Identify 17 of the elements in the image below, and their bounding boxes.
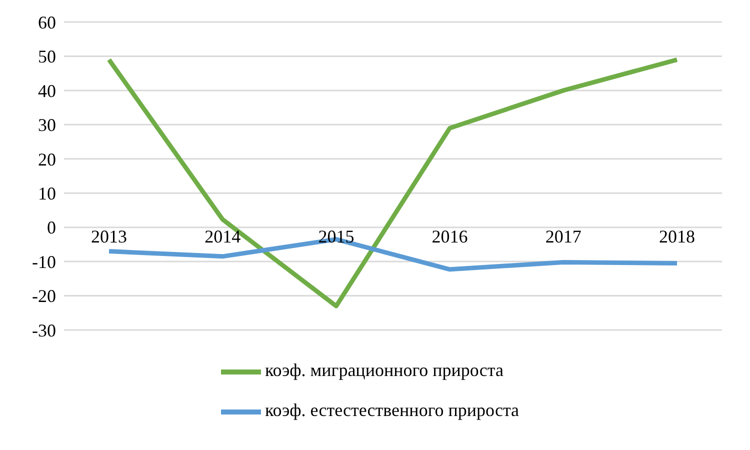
y-tick-label: 40 (38, 80, 56, 101)
y-tick-label: -10 (32, 252, 56, 272)
y-tick-label: 0 (47, 218, 56, 238)
legend-label: коэф. естестественного прироста (264, 400, 520, 420)
x-tick-label: 2018 (659, 226, 695, 247)
y-tick-label: -30 (32, 320, 56, 340)
y-tick-label: -20 (32, 286, 56, 306)
x-tick-label: 2017 (545, 226, 582, 247)
y-tick-label: 20 (38, 149, 56, 170)
y-tick-label: 60 (38, 12, 56, 32)
legend-label: коэф. миграционного прироста (264, 360, 504, 380)
y-tick-label: 30 (38, 115, 56, 136)
y-tick-label: 10 (38, 184, 56, 204)
x-tick-label: 2016 (432, 226, 468, 247)
x-tick-label: 2014 (204, 226, 241, 247)
y-tick-label: 50 (38, 46, 56, 67)
x-tick-label: 2013 (91, 226, 127, 247)
